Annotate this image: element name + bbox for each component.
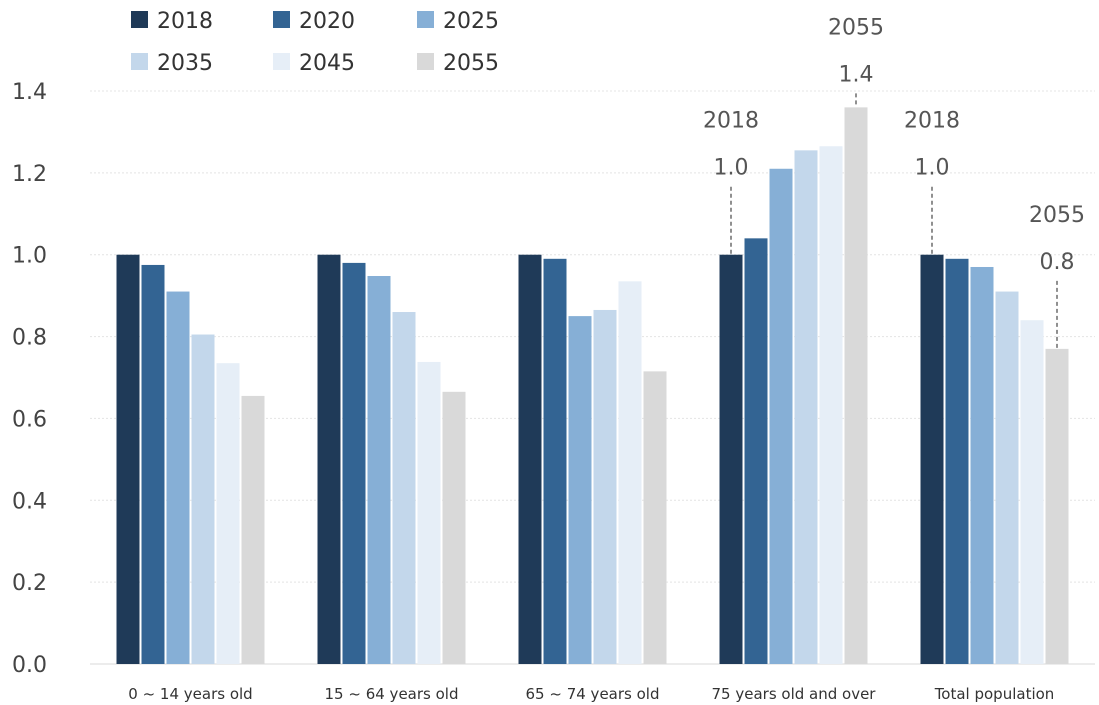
legend-swatch <box>273 11 290 28</box>
annotation-value: 0.8 <box>1040 250 1075 275</box>
annotation-year: 2018 <box>703 109 759 134</box>
legend-swatch <box>131 53 148 70</box>
legend-label: 2055 <box>443 51 499 76</box>
bar-2018-cat-3 <box>719 254 743 664</box>
y-tick-label: 1.4 <box>12 80 47 105</box>
annotation-year: 2018 <box>904 109 960 134</box>
x-tick-label: 65 ~ 74 years old <box>526 685 660 703</box>
legend-swatch <box>417 11 434 28</box>
x-tick-label: 15 ~ 64 years old <box>325 685 459 703</box>
annotation-value: 1.0 <box>915 156 950 181</box>
bar-2035-cat-2 <box>593 309 617 664</box>
bar-2025-cat-0 <box>166 291 190 664</box>
bar-2018-cat-0 <box>116 254 140 664</box>
y-axis-ticks: 0.0 0.2 0.4 0.6 0.8 1.0 1.2 1.4 <box>12 80 47 678</box>
bar-2020-cat-1 <box>342 262 366 664</box>
bar-2055-cat-4 <box>1045 348 1069 664</box>
bar-2018-cat-1 <box>317 254 341 664</box>
bar-2020-cat-0 <box>141 264 165 664</box>
annotation-value: 1.4 <box>839 62 874 87</box>
bar-2035-cat-1 <box>392 312 416 664</box>
y-tick-label: 1.2 <box>12 162 47 187</box>
bar-2045-cat-3 <box>819 146 843 665</box>
bar-2020-cat-3 <box>744 238 768 665</box>
bar-2045-cat-1 <box>417 361 441 664</box>
bar-2018-cat-4 <box>920 254 944 664</box>
legend: 2018 2020 2025 2035 2045 2055 <box>131 9 499 76</box>
x-tick-label: 75 years old and over <box>712 685 877 703</box>
annotation-value: 1.0 <box>714 156 749 181</box>
bar-2035-cat-0 <box>191 334 215 664</box>
legend-label: 2020 <box>299 9 355 34</box>
legend-label: 2018 <box>157 9 213 34</box>
bar-2035-cat-4 <box>995 291 1019 664</box>
legend-swatch <box>417 53 434 70</box>
y-tick-label: 0.4 <box>12 489 47 514</box>
bar-2025-cat-2 <box>568 316 592 664</box>
y-tick-label: 0.2 <box>12 571 47 596</box>
y-tick-label: 0.6 <box>12 407 47 432</box>
bar-2045-cat-0 <box>216 363 240 664</box>
bar-2020-cat-2 <box>543 258 567 664</box>
x-axis-labels: 0 ~ 14 years old 15 ~ 64 years old 65 ~ 74… <box>128 685 1054 703</box>
y-tick-label: 0.8 <box>12 326 47 351</box>
x-tick-label: 0 ~ 14 years old <box>128 685 252 703</box>
bar-2035-cat-3 <box>794 150 818 664</box>
legend-label: 2045 <box>299 51 355 76</box>
bar-2025-cat-4 <box>970 266 994 664</box>
y-tick-label: 1.0 <box>12 244 47 269</box>
x-tick-label: Total population <box>934 685 1055 703</box>
legend-label: 2025 <box>443 9 499 34</box>
bar-2025-cat-3 <box>769 168 793 664</box>
bar-2055-cat-1 <box>442 391 466 664</box>
bar-2045-cat-2 <box>618 281 642 664</box>
annotations: 1.0 2018 1.4 2055 1.0 2018 0.8 2055 <box>703 15 1085 349</box>
bar-2018-cat-2 <box>518 254 542 664</box>
bars <box>116 107 1069 665</box>
annotation-year: 2055 <box>1029 203 1085 228</box>
bar-2045-cat-4 <box>1020 320 1044 664</box>
legend-swatch <box>131 11 148 28</box>
bar-2055-cat-3 <box>844 107 868 664</box>
bar-2055-cat-0 <box>241 395 265 664</box>
legend-swatch <box>273 53 290 70</box>
y-tick-label: 0.0 <box>12 653 47 678</box>
bar-2020-cat-4 <box>945 258 969 664</box>
legend-label: 2035 <box>157 51 213 76</box>
bar-2025-cat-1 <box>367 275 391 664</box>
annotation-year: 2055 <box>828 15 884 40</box>
bar-2055-cat-2 <box>643 371 667 664</box>
